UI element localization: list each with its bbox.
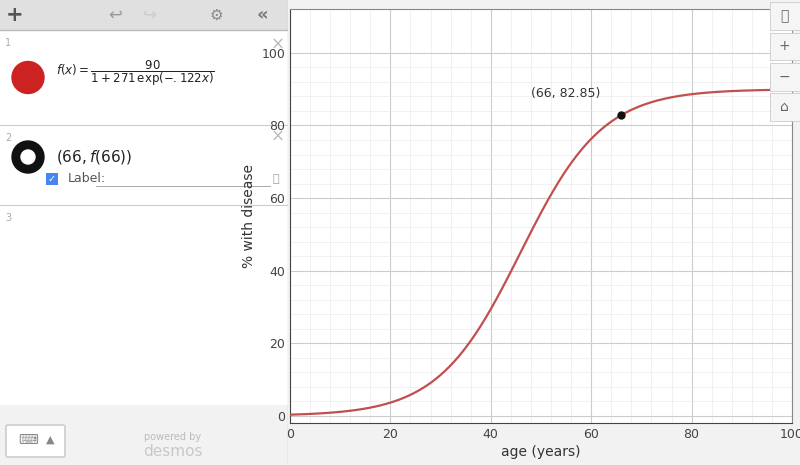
Bar [0, 30, 288, 125]
Text: ▲: ▲ [46, 435, 54, 445]
X-axis label: age (years): age (years) [502, 445, 581, 459]
Text: 2: 2 [5, 133, 11, 143]
Text: $(66, f(66))$: $(66, f(66))$ [56, 148, 133, 166]
Bar [0, 405, 288, 465]
Text: 🔧: 🔧 [781, 9, 789, 23]
Text: ↪: ↪ [143, 6, 157, 24]
Bar [46, 173, 58, 185]
Text: powered by: powered by [144, 432, 202, 442]
Text: (66, 82.85): (66, 82.85) [531, 87, 600, 100]
Text: 1: 1 [5, 38, 11, 48]
Bar [0, 205, 288, 405]
Text: $f(x) = \dfrac{90}{1+271\,\exp(-.122x)}$: $f(x) = \dfrac{90}{1+271\,\exp(-.122x)}$ [56, 59, 215, 88]
Bar [0, 125, 288, 205]
Text: −: − [779, 70, 790, 84]
Text: +: + [6, 5, 24, 25]
Bar [0, 0, 288, 30]
Text: desmos: desmos [143, 444, 202, 458]
Circle shape [12, 61, 44, 93]
Y-axis label: % with disease: % with disease [242, 164, 256, 268]
Text: +: + [779, 40, 790, 53]
Circle shape [12, 141, 44, 173]
Circle shape [21, 150, 35, 164]
Text: ⌨: ⌨ [18, 433, 38, 447]
Text: Label:: Label: [68, 173, 106, 186]
Text: 3: 3 [5, 213, 11, 223]
Text: «: « [256, 6, 268, 24]
FancyBboxPatch shape [6, 425, 65, 457]
Text: ↩: ↩ [108, 6, 122, 24]
Text: ×: × [271, 128, 285, 146]
Text: 🔧: 🔧 [273, 174, 279, 184]
Text: ✓: ✓ [48, 174, 56, 184]
Text: ⚙: ⚙ [209, 7, 223, 22]
Text: ⌂: ⌂ [781, 100, 789, 114]
Text: N: N [21, 71, 35, 85]
Text: ×: × [271, 36, 285, 54]
